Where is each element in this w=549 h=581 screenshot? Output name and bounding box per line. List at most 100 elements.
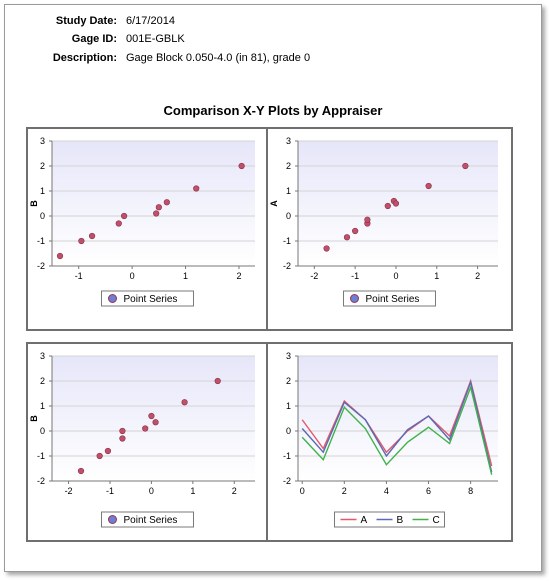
x-tick-label: 1 xyxy=(434,271,439,281)
y-tick-label: -2 xyxy=(283,261,291,271)
legend-marker xyxy=(108,515,117,524)
legend-label-B: B xyxy=(397,515,404,526)
x-tick-label: -2 xyxy=(65,486,73,496)
x-tick-label: 1 xyxy=(190,486,195,496)
x-tick-label: 0 xyxy=(300,486,305,496)
data-point xyxy=(119,435,126,442)
x-tick-label: 0 xyxy=(393,271,398,281)
data-point xyxy=(96,452,103,460)
y-tick-label: 0 xyxy=(40,211,45,221)
legend-label-C: C xyxy=(433,515,440,526)
plot-area xyxy=(52,356,255,481)
description-label: Description: xyxy=(52,52,117,64)
x-tick-label: 0 xyxy=(149,486,154,496)
x-tick-label: 1 xyxy=(183,271,188,281)
x-tick-label: -1 xyxy=(351,271,359,281)
legend-label: Point Series xyxy=(124,294,178,305)
data-point xyxy=(56,252,64,260)
y-tick-label: -1 xyxy=(283,451,291,461)
legend: Point Series xyxy=(343,290,436,307)
legend-label: Point Series xyxy=(124,515,178,526)
chart-panel-4: -2 -1 0 1 2 3 0 2 4 6 8 A B C xyxy=(266,342,513,542)
legend: Point Series xyxy=(101,511,194,528)
y-tick-label: -2 xyxy=(37,261,45,271)
report-page: Study Date: 6/17/2014 Gage ID: 001E-GBLK… xyxy=(4,4,542,572)
x-tick-label: 8 xyxy=(468,486,473,496)
y-tick-label: 1 xyxy=(40,186,45,196)
y-tick-label: 2 xyxy=(40,161,45,171)
y-tick-label: 3 xyxy=(40,351,45,361)
series-line-B xyxy=(301,379,493,473)
x-tick-label: 2 xyxy=(475,271,480,281)
y-tick-label: 3 xyxy=(40,136,45,146)
data-point xyxy=(364,216,371,223)
data-point xyxy=(392,200,400,207)
legend-marker xyxy=(108,294,117,303)
y-tick-label: 0 xyxy=(286,426,291,436)
series-line-A xyxy=(301,378,493,467)
data-point xyxy=(88,232,96,240)
x-tick-label: -1 xyxy=(106,486,114,496)
data-point xyxy=(193,185,200,192)
y-tick-label: 2 xyxy=(286,161,291,171)
y-tick-label: 0 xyxy=(286,211,291,221)
y-tick-label: 3 xyxy=(286,351,291,361)
data-point xyxy=(78,237,85,245)
data-point xyxy=(152,419,159,426)
y-tick-label: 3 xyxy=(286,136,291,146)
data-point xyxy=(343,234,351,241)
data-point xyxy=(214,377,221,385)
x-tick-label: -2 xyxy=(310,271,318,281)
data-point xyxy=(115,220,122,227)
y-tick-label: 1 xyxy=(286,186,291,196)
legend: Point Series xyxy=(101,290,194,307)
x-tick-label: 2 xyxy=(342,486,347,496)
data-point xyxy=(384,202,391,210)
legend-label: Point Series xyxy=(366,294,420,305)
data-point xyxy=(119,427,126,435)
y-tick-label: 2 xyxy=(286,376,291,386)
line-plot-by-part: -2 -1 0 1 2 3 0 2 4 6 8 A B C xyxy=(283,351,498,528)
description-value: Gage Block 0.050-4.0 (in 81), grade 0 xyxy=(126,52,311,64)
data-point xyxy=(323,245,330,252)
xy-plot-b-vs-c: -2 -1 0 1 2 3 -2 -1 0 1 2 B Point Series xyxy=(29,351,255,528)
plot-area xyxy=(298,356,498,481)
y-tick-label: 2 xyxy=(40,376,45,386)
chart-panel-3: -2 -1 0 1 2 3 -2 -1 0 1 2 B Point Series xyxy=(26,342,269,542)
y-tick-label: 0 xyxy=(40,426,45,436)
legend-box xyxy=(101,511,194,528)
data-point xyxy=(425,182,432,190)
y-tick-label: -2 xyxy=(37,476,45,486)
study-date-value: 6/17/2014 xyxy=(126,15,175,27)
y-tick-label: 1 xyxy=(40,401,45,411)
y-tick-label: -1 xyxy=(37,451,45,461)
legend: A B C xyxy=(334,511,445,528)
x-tick-label: 4 xyxy=(384,486,389,496)
series-line-C xyxy=(301,384,493,475)
data-point xyxy=(163,199,170,206)
y-axis-label: A xyxy=(269,200,279,207)
y-tick-label: 1 xyxy=(286,401,291,411)
study-date-label: Study Date: xyxy=(55,15,117,27)
data-point xyxy=(142,425,149,432)
legend-box xyxy=(343,290,436,307)
x-tick-label: 6 xyxy=(426,486,431,496)
legend-label-A: A xyxy=(361,515,368,526)
gage-id-label: Gage ID: xyxy=(71,33,117,45)
data-point xyxy=(153,210,160,217)
x-tick-label: 0 xyxy=(130,271,135,281)
data-point xyxy=(104,447,112,455)
data-point xyxy=(181,399,188,406)
data-point xyxy=(148,412,155,420)
legend-marker xyxy=(350,294,359,303)
y-tick-label: -1 xyxy=(283,236,291,246)
x-tick-label: 2 xyxy=(232,486,237,496)
gage-id-value: 001E-GBLK xyxy=(126,33,185,45)
y-axis-label: B xyxy=(29,415,39,422)
plot-area xyxy=(52,141,255,266)
chart-panel-2: -2 -1 0 1 2 3 -2 -1 0 1 2 A Point Series xyxy=(266,127,513,331)
legend-box xyxy=(101,290,194,307)
xy-plot-a-vs-c: -2 -1 0 1 2 3 -2 -1 0 1 2 A Point Series xyxy=(269,136,498,307)
data-point xyxy=(238,162,245,170)
report-title: Comparison X-Y Plots by Appraiser xyxy=(163,103,383,118)
